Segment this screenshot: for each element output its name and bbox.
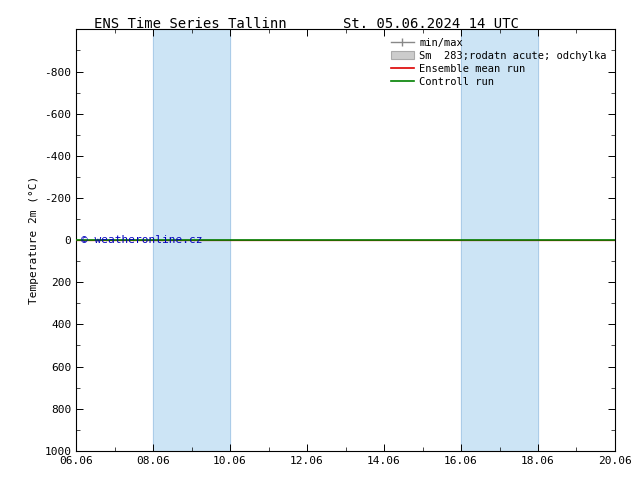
Legend: min/max, Sm  283;rodatn acute; odchylka, Ensemble mean run, Controll run: min/max, Sm 283;rodatn acute; odchylka, … [388,35,610,90]
Y-axis label: Temperature 2m (°C): Temperature 2m (°C) [29,176,39,304]
Text: St. 05.06.2024 14 UTC: St. 05.06.2024 14 UTC [343,17,519,31]
Text: © weatheronline.cz: © weatheronline.cz [81,236,203,245]
Text: ENS Time Series Tallinn: ENS Time Series Tallinn [94,17,287,31]
Bar [153,29,230,451]
Bar [461,29,538,451]
